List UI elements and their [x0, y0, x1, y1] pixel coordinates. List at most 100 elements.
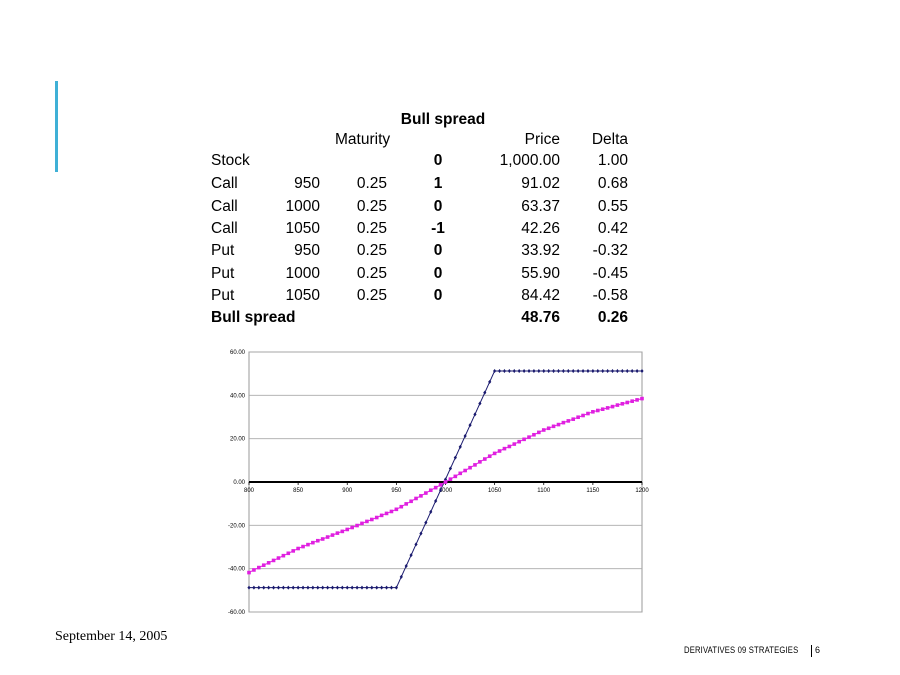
- data-point: [615, 403, 620, 407]
- row-strike: 1050: [285, 220, 320, 237]
- data-point: [517, 368, 521, 373]
- data-point: [262, 585, 266, 590]
- x-tick-label: 950: [391, 488, 402, 494]
- data-point: [438, 488, 443, 493]
- data-point: [507, 444, 512, 449]
- data-point: [399, 574, 403, 579]
- data-point: [591, 410, 595, 414]
- data-point: [335, 585, 340, 590]
- data-point: [483, 457, 487, 461]
- data-point: [488, 379, 492, 384]
- data-point: [556, 422, 561, 427]
- x-tick-label: 1150: [586, 488, 600, 494]
- data-point: [271, 558, 276, 563]
- data-point: [581, 413, 585, 418]
- row-position: 0: [433, 152, 443, 169]
- data-point: [301, 544, 305, 549]
- y-tick-label: 40.00: [230, 393, 246, 399]
- data-point: [389, 509, 394, 514]
- data-point: [595, 408, 600, 413]
- data-point: [448, 477, 453, 481]
- data-point: [291, 585, 295, 590]
- data-point: [532, 368, 536, 373]
- row-delta: -0.45: [592, 265, 628, 282]
- data-point: [561, 368, 565, 373]
- data-point: [522, 368, 526, 373]
- data-point: [286, 585, 290, 590]
- y-tick-label: 0.00: [233, 480, 245, 486]
- data-point: [424, 491, 428, 495]
- data-point: [507, 368, 511, 373]
- data-point: [355, 523, 359, 528]
- data-point: [640, 396, 644, 401]
- data-point: [321, 585, 325, 590]
- data-point: [571, 368, 575, 373]
- data-point: [512, 442, 517, 446]
- data-point: [576, 368, 580, 373]
- data-point: [360, 521, 364, 526]
- data-point: [487, 454, 492, 459]
- x-tick-label: 1100: [537, 488, 551, 494]
- data-point: [379, 513, 384, 518]
- row-maturity: 0.25: [356, 265, 387, 282]
- data-point: [330, 533, 335, 537]
- data-point: [409, 499, 413, 504]
- data-point: [326, 585, 330, 590]
- x-tick-label: 900: [342, 488, 353, 494]
- data-point: [340, 585, 344, 590]
- data-point: [247, 585, 251, 590]
- row-position: 0: [433, 198, 443, 215]
- data-point: [537, 368, 541, 373]
- data-point: [610, 404, 615, 409]
- x-tick-label: 1000: [439, 488, 453, 494]
- data-point: [276, 585, 281, 590]
- row-position: 0: [433, 242, 443, 259]
- data-point: [370, 517, 374, 522]
- data-point: [345, 527, 350, 532]
- table-title: Bull spread: [400, 111, 486, 128]
- data-point: [281, 585, 285, 590]
- data-point: [365, 585, 369, 590]
- row-type: Call: [211, 220, 238, 237]
- y-tick-label: 60.00: [230, 350, 246, 356]
- data-point: [252, 585, 256, 590]
- total-delta: 0.26: [597, 309, 628, 326]
- data-point: [384, 511, 389, 516]
- data-point: [458, 444, 462, 449]
- x-tick-label: 1050: [488, 488, 502, 494]
- row-type: Put: [211, 287, 235, 304]
- data-point: [306, 585, 310, 590]
- data-point: [571, 417, 576, 421]
- row-maturity: 0.25: [356, 242, 387, 259]
- row-strike: 950: [294, 242, 320, 259]
- data-point: [596, 368, 600, 373]
- data-point: [424, 520, 428, 525]
- row-price: 1,000.00: [499, 152, 560, 169]
- data-point: [404, 563, 408, 568]
- data-point: [394, 585, 398, 590]
- data-point: [429, 509, 433, 514]
- y-tick-label: -20.00: [228, 523, 246, 529]
- data-point: [443, 480, 448, 484]
- data-point: [600, 407, 605, 411]
- header-maturity: Maturity: [335, 131, 391, 148]
- data-point: [473, 463, 477, 467]
- row-maturity: 0.25: [356, 175, 387, 192]
- data-point: [620, 401, 625, 406]
- row-delta: -0.58: [592, 287, 628, 304]
- data-point: [301, 585, 305, 590]
- data-point: [527, 435, 531, 439]
- data-point: [512, 368, 516, 373]
- row-strike: 950: [294, 175, 320, 192]
- data-point: [311, 540, 315, 545]
- data-point: [350, 585, 354, 590]
- row-delta: 0.68: [597, 175, 628, 192]
- data-point: [610, 368, 615, 373]
- row-type: Call: [211, 175, 238, 192]
- data-point: [419, 531, 423, 536]
- row-delta: -0.32: [592, 242, 628, 259]
- data-point: [296, 585, 300, 590]
- data-point: [478, 401, 482, 406]
- data-point: [281, 553, 286, 558]
- data-point: [340, 529, 345, 534]
